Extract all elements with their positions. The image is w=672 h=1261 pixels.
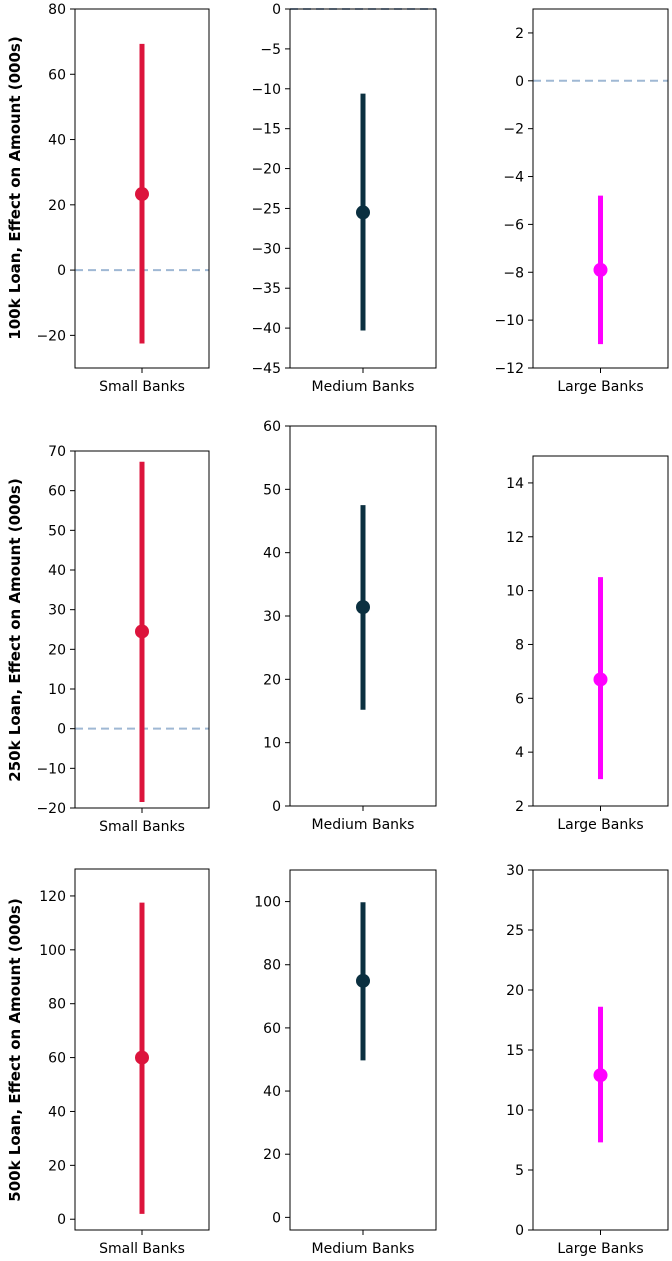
y-tick-label: 5 <box>515 1163 524 1179</box>
y-tick-label: 70 <box>48 444 66 460</box>
y-tick-label: 20 <box>506 983 524 999</box>
point-estimate-marker <box>593 1068 608 1083</box>
y-tick-label: −5 <box>260 42 281 58</box>
point-estimate-marker <box>356 205 370 220</box>
y-tick-label: −20 <box>36 328 66 344</box>
y-tick-label: 80 <box>263 958 281 974</box>
y-tick-label: 40 <box>48 1104 66 1120</box>
x-category-label: Large Banks <box>557 817 643 833</box>
y-tick-label: 0 <box>272 799 281 815</box>
y-tick-label: −25 <box>251 201 281 217</box>
y-tick-label: 80 <box>48 997 66 1013</box>
y-tick-label: 10 <box>506 1103 524 1119</box>
y-tick-label: −12 <box>494 361 524 377</box>
y-tick-label: −10 <box>251 82 281 98</box>
x-category-label: Small Banks <box>99 819 185 835</box>
panel-4: −20 −10 0 10 20 30 40 50 60 70 Small Banks 250k Loa… <box>6 444 210 835</box>
point-estimate-marker <box>356 973 370 988</box>
y-tick-label: 10 <box>48 682 66 698</box>
y-tick-label: 25 <box>506 923 524 939</box>
point-estimate-marker <box>593 672 608 687</box>
x-category-label: Large Banks <box>557 1241 643 1257</box>
y-tick-label: 6 <box>515 691 524 707</box>
panel-1: −20 0 20 40 60 80 Small Banks 100k Loan, Effect… <box>6 2 210 395</box>
y-tick-label: −45 <box>251 361 281 377</box>
y-tick-label: −8 <box>503 265 524 281</box>
panel-9: 0 5 10 15 20 25 30 Large Banks <box>506 863 669 1257</box>
y-tick-label: −4 <box>503 170 524 186</box>
y-tick-label: 0 <box>272 2 281 18</box>
x-category-label: Small Banks <box>99 379 185 395</box>
y-tick-label: 40 <box>48 133 66 149</box>
y-tick-label: 30 <box>506 863 524 879</box>
y-tick-label: 10 <box>506 584 524 600</box>
y-tick-label: 20 <box>48 642 66 658</box>
y-tick-label: −10 <box>494 313 524 329</box>
y-tick-label: 40 <box>48 563 66 579</box>
y-axis-label: 500k Loan, Effect on Amount (000s) <box>6 898 24 1201</box>
point-estimate-marker <box>356 600 370 615</box>
y-tick-label: 50 <box>263 482 281 498</box>
x-category-label: Large Banks <box>557 379 643 395</box>
y-tick-label: −35 <box>251 281 281 297</box>
y-tick-label: 0 <box>57 722 66 738</box>
y-tick-label: −6 <box>503 217 524 233</box>
point-estimate-marker <box>135 624 149 639</box>
y-tick-label: 0 <box>515 1223 524 1239</box>
panel-7: 0 20 40 60 80 100 120 Small Banks 500k Loan, Eff… <box>6 868 210 1257</box>
point-estimate-marker <box>593 262 608 277</box>
y-tick-label: 30 <box>48 603 66 619</box>
y-tick-label: 40 <box>263 1084 281 1100</box>
y-tick-label: 100 <box>39 943 66 959</box>
y-tick-label: 2 <box>515 26 524 42</box>
panel-6: 2 4 6 8 10 12 14 Large Banks <box>506 455 669 833</box>
panel-8: 0 20 40 60 80 100 Medium Banks <box>254 869 437 1257</box>
y-tick-label: −2 <box>503 122 524 138</box>
y-tick-label: 8 <box>515 637 524 653</box>
point-estimate-marker <box>135 187 149 202</box>
x-category-label: Medium Banks <box>312 817 415 833</box>
y-tick-label: 80 <box>48 2 66 18</box>
y-tick-label: 60 <box>48 67 66 83</box>
y-tick-label: 60 <box>48 484 66 500</box>
y-tick-label: 12 <box>506 530 524 546</box>
y-axis-label: 100k Loan, Effect on Amount (000s) <box>6 36 24 339</box>
y-tick-label: 14 <box>506 476 524 492</box>
y-tick-label: 60 <box>263 1021 281 1037</box>
y-tick-label: 20 <box>48 1158 66 1174</box>
y-tick-label: 20 <box>263 1147 281 1163</box>
y-tick-label: 30 <box>263 609 281 625</box>
y-tick-label: −10 <box>36 761 66 777</box>
y-tick-label: 50 <box>48 523 66 539</box>
y-tick-label: −20 <box>251 162 281 178</box>
y-tick-label: 20 <box>263 672 281 688</box>
point-estimate-marker <box>135 1050 149 1065</box>
y-axis-label: 250k Loan, Effect on Amount (000s) <box>6 478 24 781</box>
y-tick-label: 100 <box>254 895 281 911</box>
y-tick-label: 20 <box>48 198 66 214</box>
y-tick-label: −15 <box>251 122 281 138</box>
y-tick-label: 4 <box>515 745 524 761</box>
y-tick-label: 120 <box>39 889 66 905</box>
y-tick-label: −30 <box>251 241 281 257</box>
y-tick-label: 15 <box>506 1043 524 1059</box>
y-tick-label: −20 <box>36 801 66 817</box>
y-tick-label: 60 <box>48 1051 66 1067</box>
y-tick-label: 0 <box>515 74 524 90</box>
x-category-label: Small Banks <box>99 1241 185 1257</box>
y-tick-label: 10 <box>263 736 281 752</box>
y-tick-label: −40 <box>251 321 281 337</box>
x-category-label: Medium Banks <box>312 1241 415 1257</box>
panel-3: −12 −10 −8 −6 −4 −2 0 2 Large Banks <box>494 8 669 395</box>
y-tick-label: 2 <box>515 799 524 815</box>
y-tick-label: 0 <box>57 1212 66 1228</box>
y-tick-label: 0 <box>272 1210 281 1226</box>
panel-2: −45 −40 −35 −30 −25 −20 −15 −10 −5 0 Medium Banks <box>251 2 437 395</box>
y-tick-label: 0 <box>57 263 66 279</box>
x-category-label: Medium Banks <box>312 379 415 395</box>
panel-5: 0 10 20 30 40 50 60 Medium Banks <box>263 419 437 833</box>
y-tick-label: 60 <box>263 419 281 435</box>
y-tick-label: 40 <box>263 546 281 562</box>
